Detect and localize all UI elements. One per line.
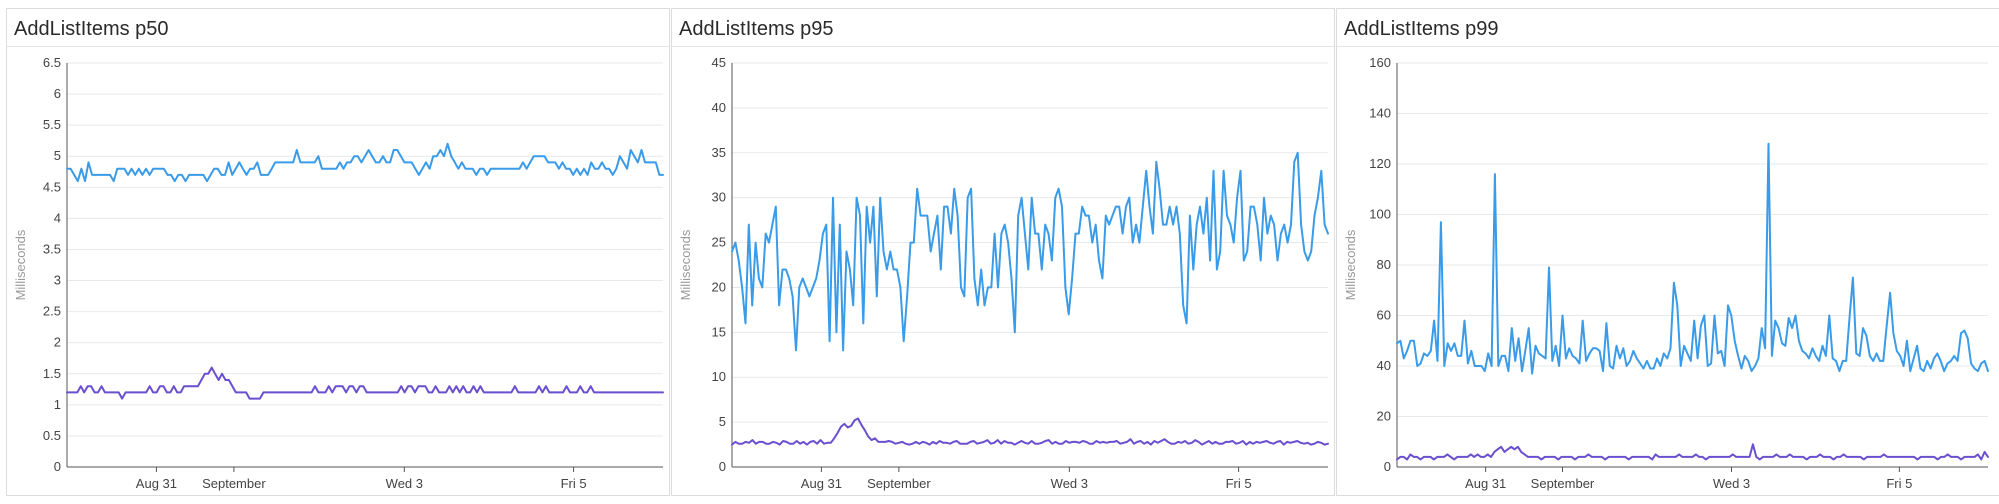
x-tick-label: Fri 5	[1886, 476, 1912, 491]
y-tick-label: 6.5	[43, 55, 61, 70]
y-tick-label: 6	[54, 86, 61, 101]
y-tick-label: 20	[712, 279, 726, 294]
series-line-1	[66, 366, 664, 400]
y-tick-label: 25	[712, 235, 726, 250]
y-tick-label: 5.5	[43, 117, 61, 132]
chart-title: AddListItems p95	[672, 9, 1334, 47]
x-tick-label: Fri 5	[561, 476, 587, 491]
y-tick-label: 4	[54, 210, 61, 225]
y-tick-label: 80	[1377, 257, 1391, 272]
y-tick-label: 5	[54, 148, 61, 163]
series-line-1	[731, 417, 1329, 446]
x-tick-label: Aug 31	[801, 476, 842, 491]
y-tick-label: 20	[1377, 409, 1391, 424]
series-line-0	[66, 142, 664, 183]
chart-svg-p50: Milliseconds 0 0.5 1 1.5 2 2.5 3 3.5 4 4.5 5 5.5 6 6.5…	[13, 55, 664, 491]
y-tick-label: 140	[1369, 106, 1391, 121]
x-tick-label: September	[1531, 476, 1595, 491]
y-axis-label: Milliseconds	[678, 229, 693, 300]
series-line-0	[1396, 142, 1989, 375]
y-tick-label: 2.5	[43, 304, 61, 319]
y-tick-label: 60	[1377, 308, 1391, 323]
y-tick-label: 0	[54, 459, 61, 474]
series-line-1	[1396, 443, 1989, 461]
x-tick-label: Fri 5	[1226, 476, 1252, 491]
y-tick-label: 1	[54, 397, 61, 412]
x-tick-label: Wed 3	[1051, 476, 1088, 491]
series-line-0	[731, 151, 1329, 352]
y-tick-label: 0.5	[43, 428, 61, 443]
chart-title: AddListItems p50	[7, 9, 669, 47]
y-tick-label: 40	[1377, 358, 1391, 373]
y-tick-label: 4.5	[43, 179, 61, 194]
chart-panel-p99: AddListItems p99 Milliseconds 0 20 40 60 80 10…	[1336, 8, 1999, 496]
chart-svg-p99: Milliseconds 0 20 40 60 80 100 120 140 160 Aug 31 S…	[1343, 55, 1989, 491]
y-tick-label: 45	[712, 55, 726, 70]
y-tick-label: 120	[1369, 156, 1391, 171]
y-tick-label: 10	[712, 369, 726, 384]
chart-panel-p95: AddListItems p95 Milliseconds 0 5 10 15 20 25 3…	[671, 8, 1335, 496]
y-tick-label: 100	[1369, 207, 1391, 222]
chart-svg-p95: Milliseconds 0 5 10 15 20 25 30 35 40 45 Aug 31 Sept…	[678, 55, 1329, 491]
x-tick-label: September	[867, 476, 931, 491]
y-tick-label: 160	[1369, 55, 1391, 70]
y-tick-label: 5	[719, 414, 726, 429]
chart-panel-p50: AddListItems p50 Milliseconds 0 0.5 1 1.5 2 2.…	[6, 8, 670, 496]
y-tick-label: 0	[1384, 459, 1391, 474]
x-tick-label: September	[202, 476, 266, 491]
y-tick-label: 1.5	[43, 366, 61, 381]
x-tick-label: Wed 3	[386, 476, 423, 491]
y-tick-label: 35	[712, 145, 726, 160]
y-tick-label: 0	[719, 459, 726, 474]
y-tick-label: 3.5	[43, 241, 61, 256]
x-tick-label: Aug 31	[1465, 476, 1506, 491]
y-axis-label: Milliseconds	[13, 229, 28, 300]
y-tick-label: 40	[712, 100, 726, 115]
x-tick-label: Wed 3	[1713, 476, 1750, 491]
chart-title: AddListItems p99	[1337, 9, 1999, 47]
x-tick-label: Aug 31	[136, 476, 177, 491]
y-axis-label: Milliseconds	[1343, 229, 1358, 300]
y-tick-label: 30	[712, 190, 726, 205]
y-tick-label: 2	[54, 335, 61, 350]
y-tick-label: 15	[712, 324, 726, 339]
y-tick-label: 3	[54, 273, 61, 288]
